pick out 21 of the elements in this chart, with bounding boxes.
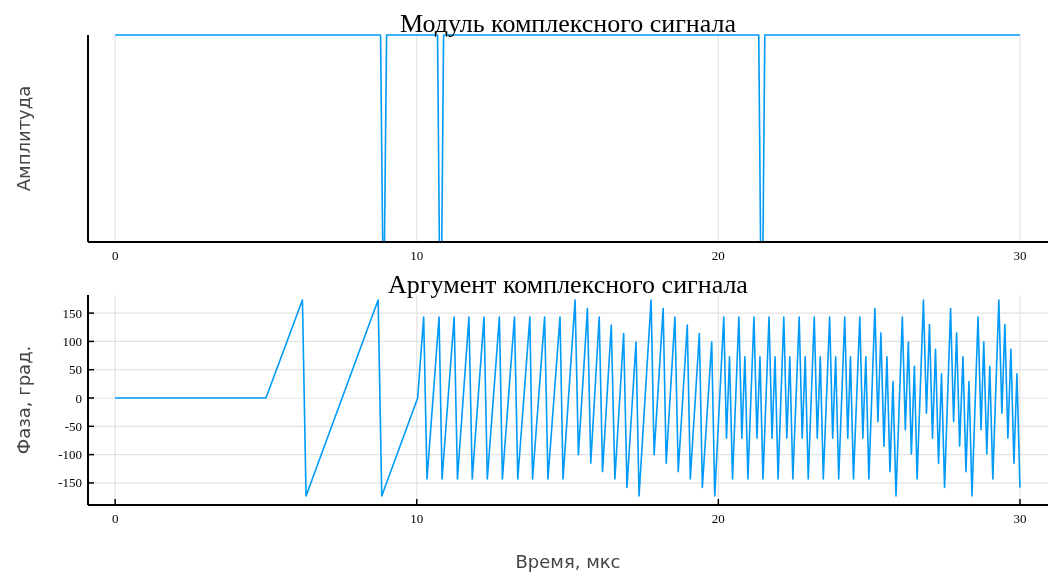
x-axis-title: Время, мкс [515,551,621,572]
x-tick-label: 10 [410,511,424,526]
line-series [114,299,1021,497]
x-tick-label: 0 [111,248,119,263]
y-axis-title: Амплитуда [13,85,34,192]
x-tick-label: 10 [410,248,424,263]
y-tick-label: 100 [62,333,82,349]
x-tick-label: 30 [1013,511,1027,526]
y-axis-title: Фаза, град. [13,345,34,455]
y-tick-label: 50 [69,362,82,378]
x-tick-label: 20 [711,248,725,263]
y-tick-label: -100 [58,447,82,463]
y-tick-label: 150 [62,305,82,321]
x-tick-label: 0 [111,511,119,526]
y-tick-label: 0 [75,390,82,406]
chart-title: Аргумент комплексного сигнала [388,270,749,299]
chart-title: Модуль комплексного сигнала [399,9,737,38]
y-tick-label: -150 [58,475,82,491]
x-tick-label: 20 [711,511,725,526]
y-tick-label: -50 [64,418,82,434]
x-tick-label: 30 [1013,248,1027,263]
